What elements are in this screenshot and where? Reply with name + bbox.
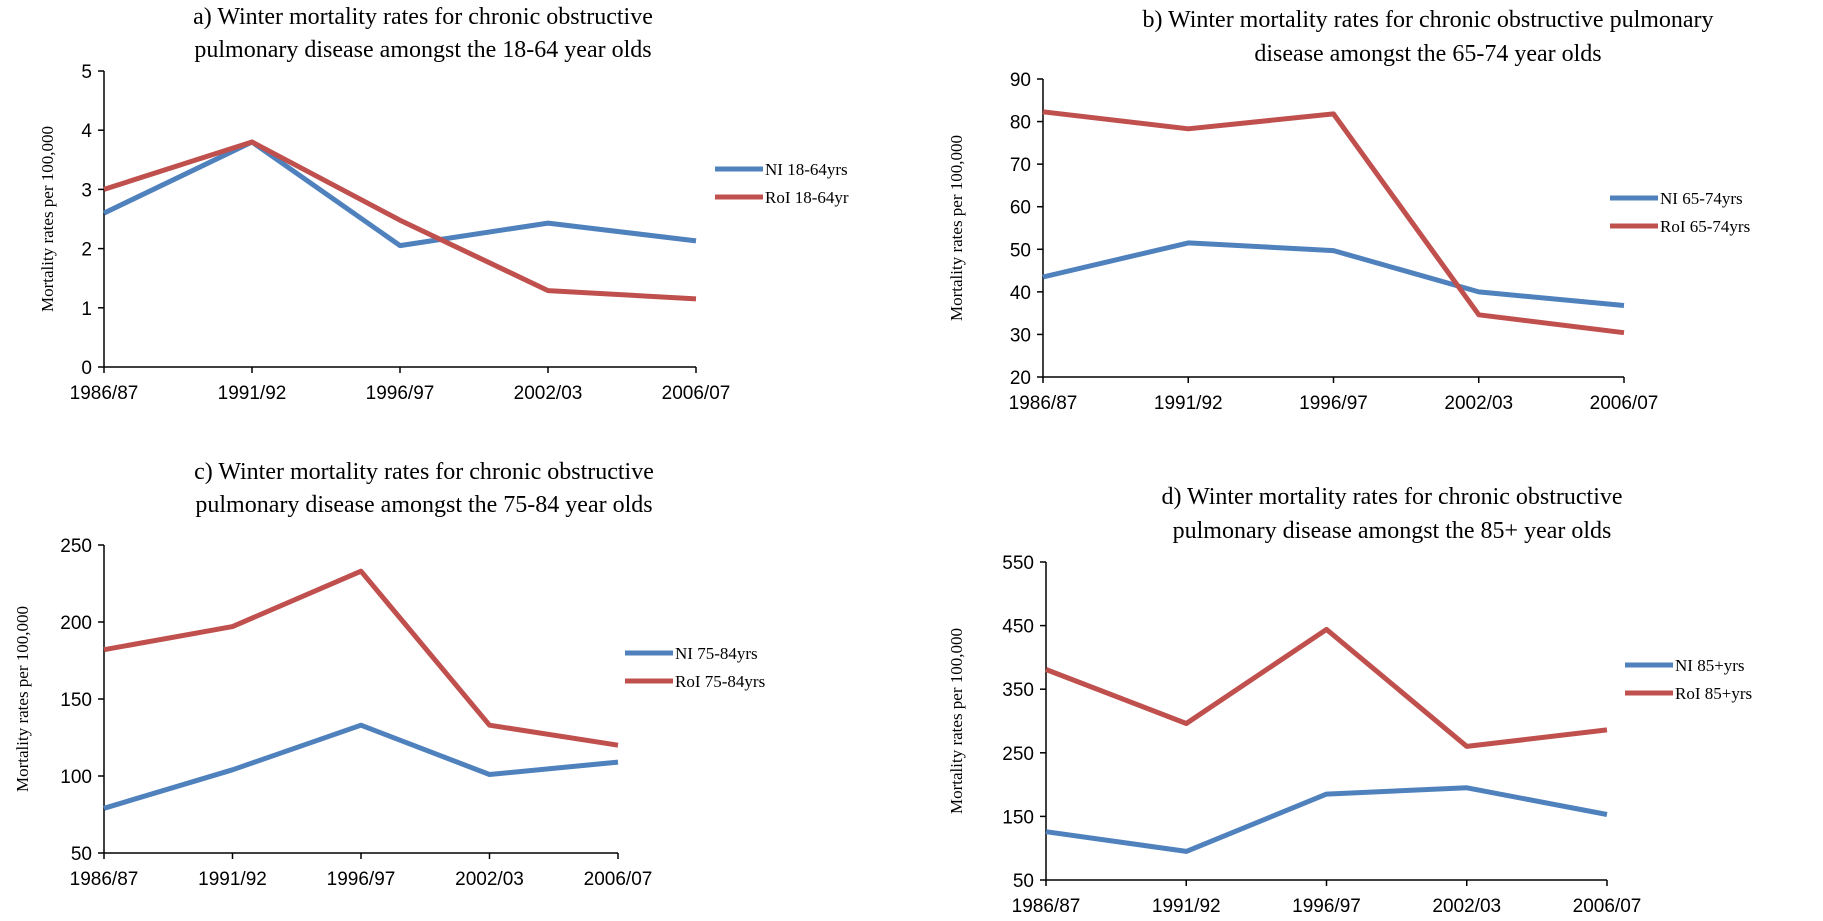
legend-label-ni: NI 18-64yrs bbox=[765, 160, 848, 179]
x-tick-label: 2006/07 bbox=[1590, 393, 1659, 414]
series-line-ni bbox=[1045, 785, 1608, 854]
y-tick-label: 50 bbox=[1013, 871, 1034, 892]
chart-title-line: disease amongst the 65-74 year olds bbox=[1254, 41, 1601, 67]
x-tick-label: 1996/97 bbox=[366, 383, 435, 404]
y-tick-label: 150 bbox=[60, 690, 92, 711]
x-tick-label: 2002/03 bbox=[455, 869, 524, 890]
legend-label-ni: NI 65-74yrs bbox=[1660, 189, 1743, 208]
y-tick-label: 40 bbox=[1010, 283, 1031, 304]
chart-title-line: c) Winter mortality rates for chronic ob… bbox=[194, 459, 654, 485]
y-tick-label: 20 bbox=[1010, 368, 1031, 389]
y-tick-label: 350 bbox=[1002, 680, 1034, 701]
y-tick-label: 100 bbox=[60, 767, 92, 788]
y-axis-label: Mortality rates per 100,000 bbox=[38, 126, 57, 312]
x-tick-label: 1986/87 bbox=[1012, 896, 1081, 917]
x-tick-label: 2002/03 bbox=[1432, 896, 1501, 917]
legend-label-roi: RoI 65-74yrs bbox=[1660, 217, 1750, 236]
y-tick-label: 550 bbox=[1002, 553, 1034, 574]
x-tick-label: 1986/87 bbox=[70, 383, 139, 404]
y-tick-label: 150 bbox=[1002, 807, 1034, 828]
chart-panel-c: c) Winter mortality rates for chronic ob… bbox=[13, 459, 765, 890]
series-line-roi bbox=[103, 568, 619, 748]
y-tick-label: 3 bbox=[81, 180, 92, 201]
y-tick-label: 2 bbox=[81, 240, 92, 261]
x-tick-label: 2006/07 bbox=[1573, 896, 1642, 917]
x-tick-label: 1996/97 bbox=[1292, 896, 1361, 917]
y-tick-label: 4 bbox=[81, 121, 92, 142]
y-tick-label: 0 bbox=[81, 358, 92, 379]
y-tick-label: 90 bbox=[1010, 70, 1031, 91]
x-tick-label: 1991/92 bbox=[218, 383, 287, 404]
legend-label-roi: RoI 18-64yr bbox=[765, 188, 849, 207]
y-tick-label: 1 bbox=[81, 299, 92, 320]
x-tick-label: 2002/03 bbox=[1444, 393, 1513, 414]
x-tick-label: 1991/92 bbox=[198, 869, 267, 890]
y-axis-label: Mortality rates per 100,000 bbox=[947, 628, 966, 814]
legend-label-roi: RoI 75-84yrs bbox=[675, 672, 765, 691]
y-axis-label: Mortality rates per 100,000 bbox=[947, 135, 966, 321]
x-tick-label: 1996/97 bbox=[1299, 393, 1368, 414]
chart-title-line: b) Winter mortality rates for chronic ob… bbox=[1142, 7, 1713, 33]
y-tick-label: 250 bbox=[1002, 744, 1034, 765]
chart-title-line: pulmonary disease amongst the 85+ year o… bbox=[1173, 518, 1612, 544]
y-tick-label: 450 bbox=[1002, 617, 1034, 638]
series-line-ni bbox=[103, 722, 619, 811]
y-tick-label: 70 bbox=[1010, 155, 1031, 176]
y-axis-label: Mortality rates per 100,000 bbox=[13, 606, 32, 792]
series-line-ni bbox=[1042, 240, 1625, 308]
y-tick-label: 50 bbox=[1010, 240, 1031, 261]
y-tick-label: 50 bbox=[71, 844, 92, 865]
y-tick-label: 80 bbox=[1010, 113, 1031, 134]
legend-label-ni: NI 75-84yrs bbox=[675, 644, 758, 663]
chart-title-line: d) Winter mortality rates for chronic ob… bbox=[1161, 484, 1622, 510]
x-tick-label: 1991/92 bbox=[1152, 896, 1221, 917]
y-tick-label: 30 bbox=[1010, 325, 1031, 346]
x-tick-label: 1996/97 bbox=[327, 869, 396, 890]
chart-title-line: pulmonary disease amongst the 75-84 year… bbox=[195, 492, 652, 518]
chart-title-line: a) Winter mortality rates for chronic ob… bbox=[193, 4, 653, 30]
y-tick-label: 60 bbox=[1010, 198, 1031, 219]
legend-label-roi: RoI 85+yrs bbox=[1675, 684, 1752, 703]
x-tick-label: 2006/07 bbox=[584, 869, 653, 890]
x-tick-label: 2002/03 bbox=[514, 383, 583, 404]
x-tick-label: 1986/87 bbox=[1009, 393, 1078, 414]
series-line-roi bbox=[1042, 109, 1625, 336]
x-tick-label: 1986/87 bbox=[70, 869, 139, 890]
legend-label-ni: NI 85+yrs bbox=[1675, 656, 1745, 675]
y-tick-label: 200 bbox=[60, 613, 92, 634]
chart-panel-d: d) Winter mortality rates for chronic ob… bbox=[947, 484, 1752, 917]
series-line-roi bbox=[103, 139, 697, 302]
x-tick-label: 2006/07 bbox=[662, 383, 731, 404]
chart-panel-a: a) Winter mortality rates for chronic ob… bbox=[38, 4, 849, 404]
series-line-ni bbox=[102, 139, 697, 249]
chart-title-line: pulmonary disease amongst the 18-64 year… bbox=[194, 37, 651, 63]
y-tick-label: 250 bbox=[60, 536, 92, 557]
y-tick-label: 5 bbox=[81, 62, 92, 83]
series-line-roi bbox=[1045, 626, 1608, 749]
x-tick-label: 1991/92 bbox=[1154, 393, 1223, 414]
chart-panel-b: b) Winter mortality rates for chronic ob… bbox=[947, 7, 1750, 414]
